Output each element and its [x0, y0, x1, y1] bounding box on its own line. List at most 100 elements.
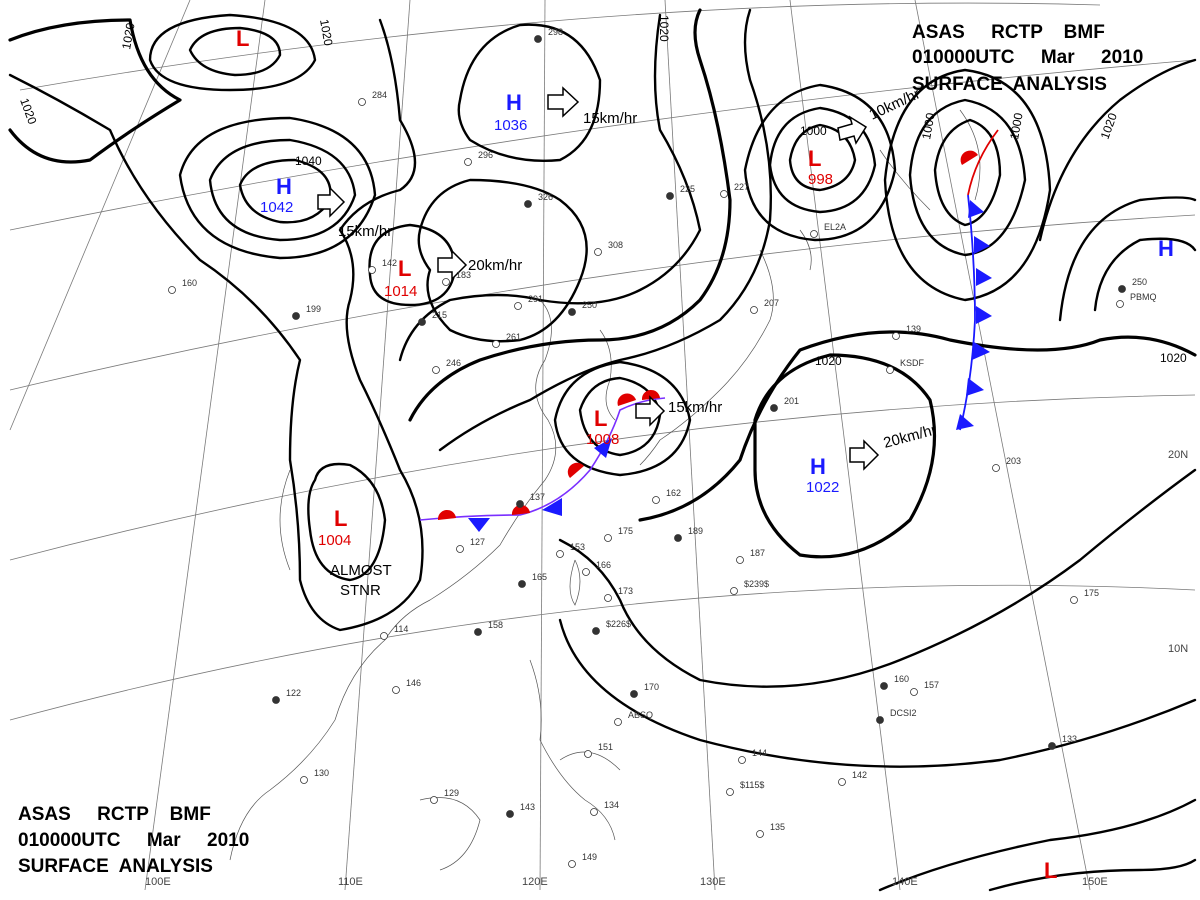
- station-marker: [568, 308, 576, 316]
- station-value: 160: [894, 674, 909, 684]
- isobar-label: 1020: [657, 15, 671, 42]
- station-marker: [380, 632, 388, 640]
- station-marker: [594, 248, 602, 256]
- cold-front-triangle: [976, 268, 992, 286]
- station-marker: [432, 366, 440, 374]
- station-value: 142: [382, 258, 397, 268]
- longitude-label-140e: 140E: [892, 876, 918, 888]
- station-value: 187: [750, 548, 765, 558]
- station-marker: [534, 35, 542, 43]
- station-marker: [666, 192, 674, 200]
- low-letter-north-china: L: [398, 256, 411, 281]
- station-value: 183: [456, 270, 471, 280]
- warm-front-semicircle: [511, 504, 530, 515]
- station-marker: [726, 788, 734, 796]
- station-value: 166: [596, 560, 611, 570]
- station-value: 134: [604, 800, 619, 810]
- station-marker: [1048, 742, 1056, 750]
- title-bottom-line3: SURFACE ANALYSIS: [18, 856, 213, 877]
- station-marker: [880, 682, 888, 690]
- isobar-label: 1000: [919, 111, 937, 140]
- station-marker: [474, 628, 482, 636]
- station-marker: [492, 340, 500, 348]
- title-bottom-line1: ASAS RCTP BMF: [18, 804, 211, 825]
- station-marker: [604, 594, 612, 602]
- station-value: 139: [906, 324, 921, 334]
- station-value: 250: [582, 300, 597, 310]
- station-marker: [524, 200, 532, 208]
- station-value: 201: [784, 396, 799, 406]
- station-marker: [1070, 596, 1078, 604]
- station-value: EL2A: [824, 222, 846, 232]
- isobar-label: 1000: [800, 124, 827, 138]
- low-letter-southeast: L: [1044, 858, 1057, 883]
- low-value-indochina: 1004: [318, 532, 351, 549]
- station-value: 153: [570, 542, 585, 552]
- longitude-label-120e: 120E: [522, 876, 548, 888]
- low-value-okhotsk: 998: [808, 171, 833, 188]
- isobar-label: 1020: [1160, 351, 1187, 365]
- station-value: 143: [520, 802, 535, 812]
- station-value: 291: [528, 294, 543, 304]
- station-marker: [418, 318, 426, 326]
- warm-front-semicircle: [641, 389, 660, 400]
- station-value: DCSI2: [890, 708, 917, 718]
- station-marker: [392, 686, 400, 694]
- low-letter-east-china-sea: L: [594, 406, 607, 431]
- station-marker: [442, 278, 450, 286]
- station-value: 149: [582, 852, 597, 862]
- station-value: 203: [1006, 456, 1021, 466]
- longitude-label-100e: 100E: [145, 876, 171, 888]
- cold-front-triangle: [976, 306, 992, 324]
- station-value: 215: [432, 310, 447, 320]
- station-value: ABSQ: [628, 710, 653, 720]
- station-value: 144: [752, 748, 767, 758]
- station-value: 189: [688, 526, 703, 536]
- station-marker: [516, 500, 524, 508]
- station-value: $115$: [740, 780, 764, 790]
- cold-front-triangle: [542, 498, 562, 516]
- station-observations: 298 284 296 326 308 291 250 261 246 215 142 183 199 1…: [168, 27, 1157, 868]
- station-marker: [674, 534, 682, 542]
- station-value: 127: [470, 537, 485, 547]
- station-marker: [292, 312, 300, 320]
- isobar-label: 1020: [317, 18, 335, 47]
- stationary-front-line: [419, 397, 666, 521]
- station-marker: [720, 190, 728, 198]
- station-value: 170: [644, 682, 659, 692]
- station-marker: [430, 796, 438, 804]
- title-top-line2: 010000UTC Mar 2010: [912, 47, 1143, 68]
- motion-arrow-high-pacific: [849, 439, 880, 471]
- station-marker: [614, 718, 622, 726]
- station-marker: [1118, 285, 1126, 293]
- latitude-label-10n: 10N: [1168, 643, 1188, 655]
- low-letter-nw: L: [236, 26, 249, 51]
- station-value: 146: [406, 678, 421, 688]
- station-value: 175: [618, 526, 633, 536]
- station-value: 135: [770, 822, 785, 832]
- isobar-label: 1020: [17, 96, 39, 126]
- low-value-north-china: 1014: [384, 283, 417, 300]
- motion-arrows: [317, 86, 880, 471]
- high-letter-mongolia: H: [276, 174, 292, 199]
- station-marker: [300, 776, 308, 784]
- station-marker: [730, 587, 738, 595]
- high-value-pacific: 1022: [806, 479, 839, 496]
- station-value: 151: [598, 742, 613, 752]
- almost-stationary-note-line1: ALMOST: [330, 562, 392, 579]
- high-letter-pacific: H: [810, 454, 826, 479]
- station-value: 326: [538, 192, 553, 202]
- station-marker: [456, 545, 464, 553]
- high-value-siberia: 1036: [494, 117, 527, 134]
- cold-front-line: [959, 194, 976, 431]
- station-marker: [272, 696, 280, 704]
- cold-front-triangle: [468, 518, 490, 532]
- station-marker: [838, 778, 846, 786]
- motion-label-low-east-china-sea: 15km/hr: [668, 399, 722, 416]
- station-marker: [584, 750, 592, 758]
- warm-front-semicircle: [437, 509, 456, 520]
- station-marker: [592, 627, 600, 635]
- station-marker: [568, 860, 576, 868]
- station-marker: [992, 464, 1000, 472]
